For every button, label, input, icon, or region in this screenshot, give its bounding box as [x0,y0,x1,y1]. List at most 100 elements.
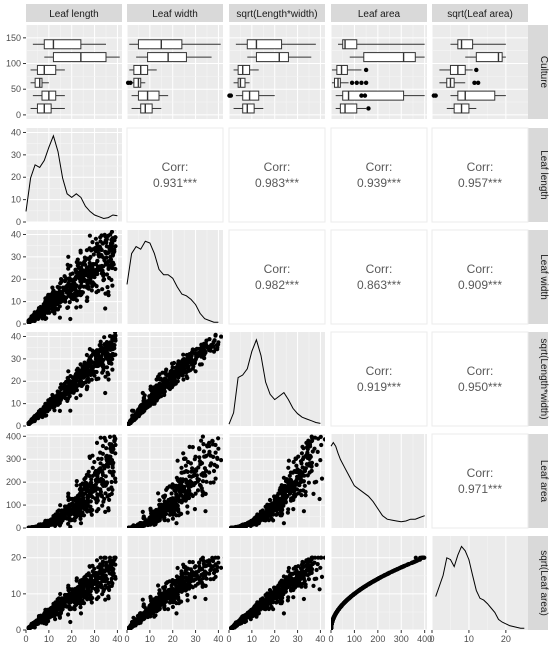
scatter-point [174,521,179,526]
scatter-point [291,507,296,512]
panel-r2-c0 [25,230,122,325]
scatter-point [200,479,206,484]
scatter-point [62,274,67,279]
scatter-point [103,438,108,443]
scatter-point [28,525,33,528]
boxplot-box [363,52,416,63]
scatter-point [60,518,65,523]
scatter-point [265,515,270,520]
scatter-point [192,351,197,356]
scatter-point [155,510,160,515]
scatter-point [95,492,100,497]
scatter-point [90,372,95,377]
row-strip-leaf-area [528,434,548,528]
scatter-point [31,312,37,317]
scatter-point [33,316,38,321]
scatter-point [299,493,304,498]
column-strip-leaf-length [26,4,122,22]
scatter-point [94,241,100,246]
correlation-label: Corr: [467,160,494,174]
correlation-panel [330,127,428,223]
scatter-point [103,342,108,347]
scatter-point [279,484,285,489]
scatter-point [170,482,175,487]
scatter-point [158,386,164,391]
scatter-point [60,285,66,290]
scatter-point [106,459,111,464]
scatter-point [137,410,142,416]
scatter-point [72,510,77,515]
scatter-point [113,332,118,335]
scatter-point [106,233,111,238]
boxplot-box [36,64,57,75]
correlation-panel [431,433,529,529]
scatter-point [158,502,164,507]
scatter-point [46,521,51,526]
panel-r3-c0 [25,332,122,427]
scatter-point [297,483,302,488]
panel-r1-c2: Corr:0.983*** [228,127,326,223]
scatter-point [85,385,90,390]
scatter-point [148,394,153,399]
scatter-point [223,435,227,439]
correlation-value: 0.971*** [458,482,502,496]
scatter-point [80,493,85,498]
scatter-point [190,466,195,471]
scatter-point [67,300,72,305]
scatter-point [100,287,105,292]
scatter-point [141,516,146,521]
correlation-panel [431,331,529,427]
scatter-point [84,368,89,373]
scatter-point [48,292,53,297]
panel-r4-c2 [228,434,325,529]
scatter-point [150,389,155,394]
scatter-point [169,491,174,496]
scatter-point [167,375,172,381]
scatter-point [103,491,108,496]
scatter-point [68,316,73,322]
scatter-point [202,466,207,471]
scatter-point [96,252,101,257]
scatter-point [98,450,103,455]
scatter-point [40,524,45,528]
scatter-point [84,500,89,505]
scatter-point [215,345,220,350]
correlation-value: 0.909*** [458,278,502,292]
scatter-point [66,266,71,271]
scatter-point [68,277,73,282]
scatter-point [303,489,308,494]
scatter-point [113,476,118,481]
scatter-point [64,285,69,290]
correlation-panel [330,331,428,427]
density-curve [228,338,321,425]
scatter-point [197,346,202,351]
scatter-point [204,479,209,484]
scatter-point [185,504,190,509]
scatter-point [87,233,92,238]
scatter-point [179,368,184,373]
scatter-point [187,488,192,494]
scatter-point [93,236,98,241]
boxplot-box [246,39,283,50]
panel-r3-c2 [228,332,325,426]
scatter-point [88,507,93,512]
panel-background [127,230,223,324]
scatter-point [55,296,61,301]
scatter-point [37,309,42,314]
scatter-point [84,480,89,486]
correlation-value: 0.939*** [357,176,401,190]
scatter-point [197,482,203,488]
scatter-point [196,465,201,470]
scatter-point [58,281,63,286]
scatter-point [303,466,308,471]
boxplot-box [133,77,142,88]
scatter-point [57,285,62,290]
scatter-point [302,483,307,488]
scatter-point [203,509,208,514]
scatter-point [68,408,73,413]
scatter-point [92,471,98,476]
correlation-value: 0.982*** [255,278,299,292]
scatter-point [110,487,115,492]
scatter-point [311,491,316,496]
column-strip-label: sqrt(Leaf area) [447,9,513,20]
